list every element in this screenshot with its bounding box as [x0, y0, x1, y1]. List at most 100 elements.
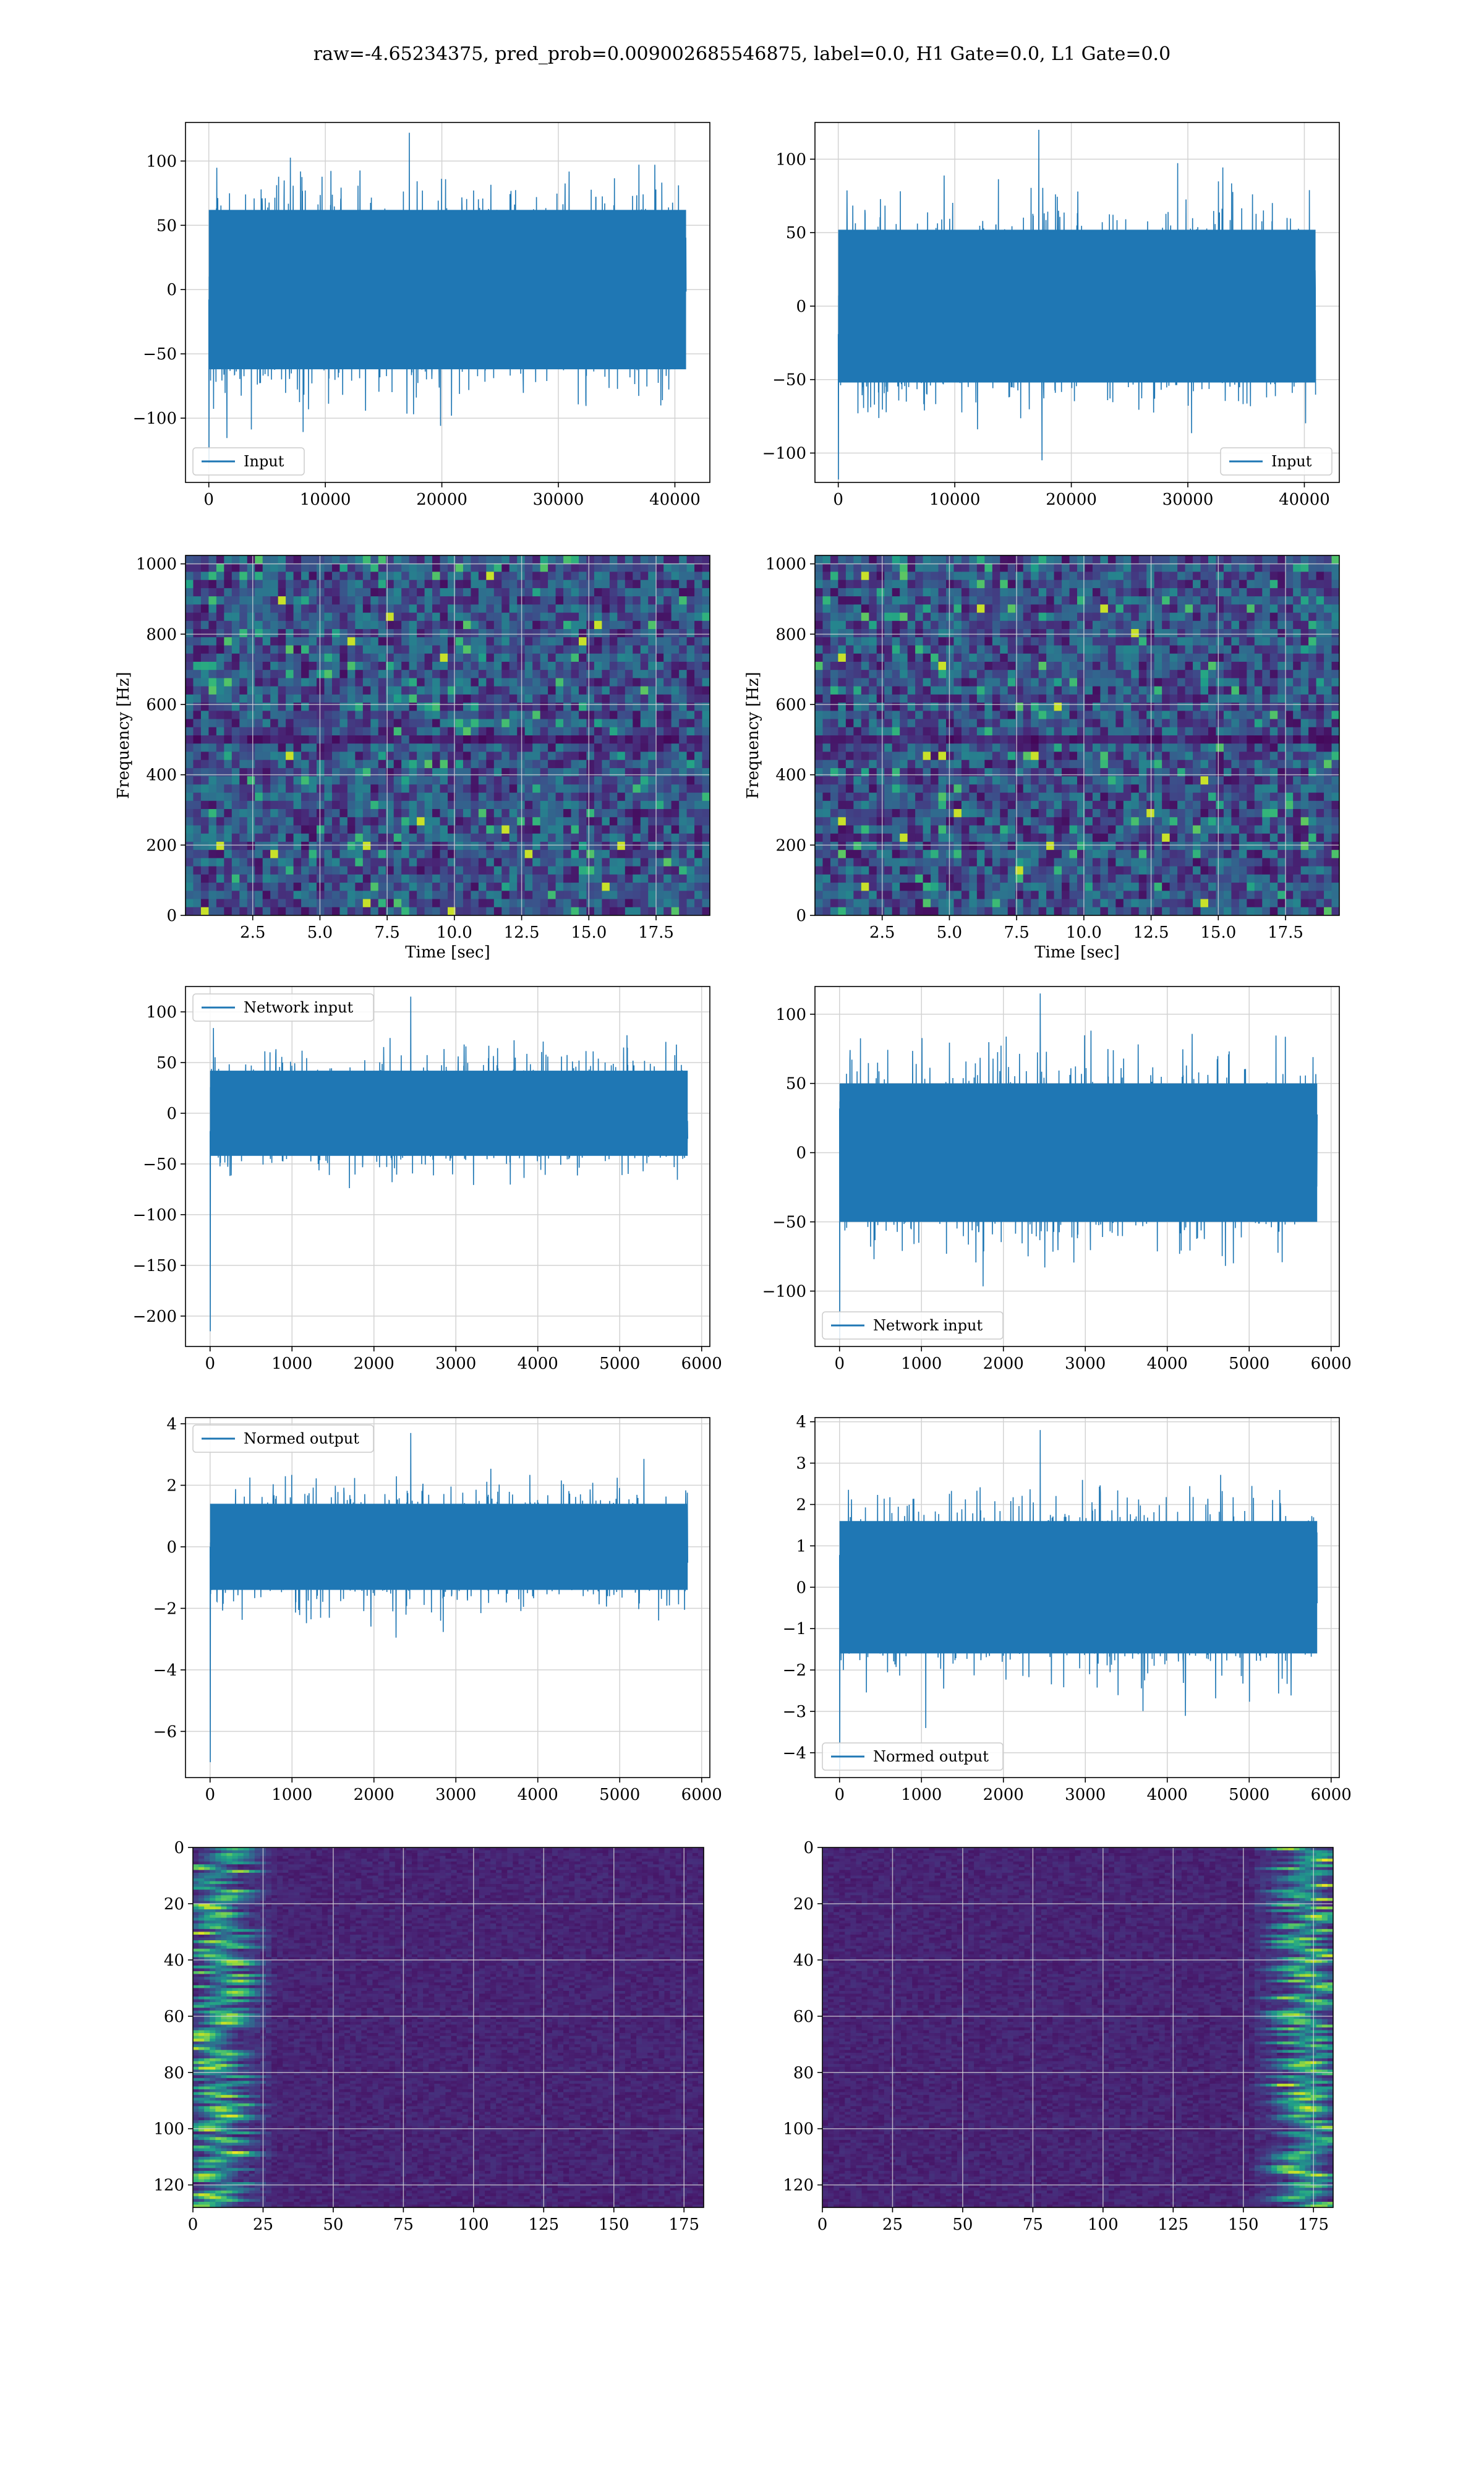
- network-input-h1-legend: Network input: [192, 993, 374, 1022]
- feature-map-h1-panel: 0 25 50 75 100 125 150 175 0 20 40 60 80 100 120: [153, 1839, 704, 2234]
- y-tick-label: 0: [796, 907, 806, 925]
- x-tick-label: 50: [952, 2215, 973, 2234]
- legend-label: Normed output: [244, 1430, 359, 1447]
- spectrogram-h1-grid: [186, 555, 710, 916]
- y-tick-label: 1: [796, 1537, 806, 1556]
- y-tick-label: −100: [762, 1282, 806, 1301]
- x-tick-label: 12.5: [504, 923, 540, 942]
- feature-map-h1-frame: [192, 1847, 704, 2208]
- x-tick-label: 2000: [354, 1355, 394, 1373]
- y-tick-label: 50: [156, 216, 177, 235]
- x-tick-label: 40000: [1279, 490, 1330, 509]
- network-input-h1-series-band: [210, 1071, 688, 1156]
- x-tick-label: 30000: [1162, 490, 1214, 509]
- x-tick-label: 6000: [1311, 1355, 1352, 1373]
- y-tick-label: 4: [166, 1415, 177, 1434]
- legend-label: Network input: [244, 999, 353, 1016]
- x-axis-label: Time [sec]: [405, 943, 490, 962]
- y-tick-label: 0: [166, 907, 177, 925]
- x-tick-label: 175: [1298, 2215, 1329, 2234]
- y-tick-label: −4: [153, 1661, 177, 1680]
- y-tick-label: 200: [146, 836, 177, 855]
- y-tick-label: 4: [796, 1413, 806, 1432]
- y-tick-label: −100: [762, 444, 806, 463]
- legend-label: Normed output: [873, 1748, 989, 1765]
- x-tick-label: 175: [668, 2215, 699, 2234]
- x-axis-label: Time [sec]: [1034, 943, 1120, 962]
- y-tick-label: 0: [796, 1144, 806, 1163]
- x-tick-label: 5000: [599, 1355, 640, 1373]
- y-tick-label: 400: [775, 766, 806, 785]
- y-tick-label: −150: [133, 1257, 177, 1275]
- y-tick-label: −200: [133, 1308, 177, 1326]
- y-tick-label: 800: [775, 625, 806, 644]
- x-tick-label: 2000: [983, 1786, 1024, 1804]
- x-tick-label: 2.5: [240, 923, 265, 942]
- x-tick-label: 20000: [1046, 490, 1097, 509]
- y-tick-label: 20: [164, 1895, 184, 1914]
- x-tick-label: 10.0: [437, 923, 472, 942]
- y-tick-label: −2: [153, 1599, 177, 1618]
- x-tick-label: 10000: [929, 490, 981, 509]
- y-tick-label: 800: [146, 625, 177, 644]
- x-tick-label: 0: [188, 2215, 198, 2234]
- y-tick-label: 0: [174, 1839, 184, 1857]
- x-tick-label: 12.5: [1133, 923, 1169, 942]
- spectrogram-h1-panel: 2.5 5.0 7.5 10.0 12.5 15.0 17.5 0 200 400 600 800 10…: [114, 555, 710, 962]
- network-input-h1-grid: [186, 987, 710, 1346]
- x-tick-label: 5.0: [307, 923, 333, 942]
- input-h1-legend: Input: [192, 447, 305, 476]
- x-tick-label: 15.0: [1200, 923, 1236, 942]
- y-tick-label: 120: [153, 2177, 184, 2195]
- x-tick-label: 7.5: [1004, 923, 1029, 942]
- feature-map-l1-panel: 0 25 50 75 100 125 150 175 0 20 40 60 80 100 120: [783, 1839, 1334, 2234]
- x-tick-label: 15.0: [571, 923, 607, 942]
- x-tick-label: 150: [599, 2215, 629, 2234]
- x-tick-label: 4000: [1147, 1355, 1188, 1373]
- y-tick-label: 80: [164, 2064, 184, 2082]
- y-tick-label: 0: [166, 281, 177, 299]
- x-tick-label: 3000: [1065, 1786, 1106, 1804]
- x-tick-label: 40000: [649, 490, 701, 509]
- x-tick-label: 4000: [518, 1355, 558, 1373]
- x-tick-label: 5000: [1229, 1786, 1269, 1804]
- x-tick-label: 0: [834, 1355, 845, 1373]
- network-input-l1-frame: [814, 986, 1340, 1347]
- y-tick-label: 100: [146, 152, 177, 171]
- x-tick-label: 0: [833, 490, 843, 509]
- y-tick-label: −50: [143, 1155, 177, 1174]
- feature-map-h1-heatmap: [193, 1847, 704, 2207]
- input-h1-panel: Input 0 10000 20000 30000 40000 −100 −50 0 50 100: [133, 122, 710, 509]
- y-tick-label: 50: [786, 1075, 806, 1094]
- y-tick-label: 120: [783, 2177, 814, 2195]
- x-tick-label: 125: [528, 2215, 559, 2234]
- input-l1-legend: Input: [1220, 447, 1333, 476]
- x-tick-label: 150: [1228, 2215, 1259, 2234]
- y-tick-label: −2: [783, 1661, 806, 1680]
- x-tick-label: 5.0: [937, 923, 962, 942]
- x-tick-label: 4000: [1147, 1786, 1188, 1804]
- x-tick-label: 3000: [1065, 1355, 1106, 1373]
- x-tick-label: 0: [203, 490, 214, 509]
- y-tick-label: −50: [772, 371, 806, 390]
- x-tick-label: 10.0: [1066, 923, 1102, 942]
- y-tick-label: 40: [164, 1951, 184, 1970]
- x-tick-label: 6000: [681, 1786, 722, 1804]
- x-tick-label: 3000: [435, 1355, 476, 1373]
- y-tick-label: 50: [786, 224, 806, 242]
- input-h1-frame: [185, 122, 710, 483]
- x-tick-label: 25: [253, 2215, 273, 2234]
- x-tick-label: 3000: [435, 1786, 476, 1804]
- y-tick-label: 0: [166, 1538, 177, 1557]
- legend-label: Input: [1271, 453, 1312, 470]
- y-tick-label: 600: [146, 696, 177, 714]
- x-tick-label: 5000: [599, 1786, 640, 1804]
- x-tick-label: 1000: [901, 1786, 942, 1804]
- y-tick-label: 0: [796, 297, 806, 316]
- y-tick-label: 60: [164, 2008, 184, 2026]
- x-tick-label: 5000: [1229, 1355, 1269, 1373]
- legend-label: Input: [244, 453, 284, 470]
- y-tick-label: 2: [166, 1476, 177, 1495]
- y-tick-label: −1: [783, 1620, 806, 1638]
